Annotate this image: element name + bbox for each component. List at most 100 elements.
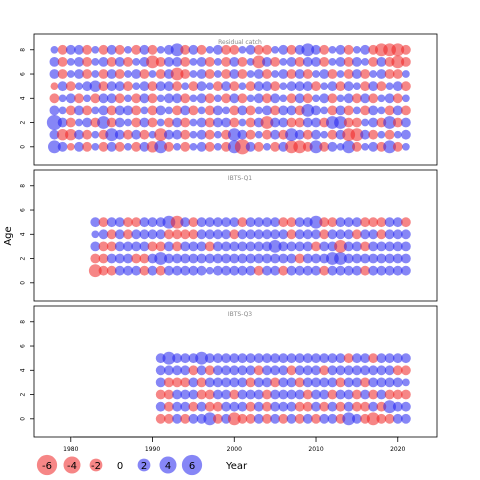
bubble-point bbox=[65, 117, 76, 128]
bubble-point bbox=[376, 217, 387, 228]
bubble-point bbox=[131, 265, 142, 276]
bubble-point bbox=[221, 353, 232, 364]
bubble-point bbox=[319, 141, 330, 152]
bubble-point bbox=[302, 365, 313, 376]
bubble-point bbox=[302, 129, 313, 140]
bubble-point bbox=[245, 365, 256, 376]
bubble-point bbox=[106, 141, 117, 152]
bubble-point bbox=[377, 130, 386, 139]
bubble-point bbox=[327, 365, 338, 376]
bubble-point bbox=[262, 265, 272, 276]
bubble-point bbox=[286, 229, 297, 240]
bubble-point bbox=[311, 105, 321, 116]
bubble-point bbox=[286, 117, 297, 128]
bubble-point bbox=[172, 241, 183, 252]
bubble-point bbox=[91, 130, 100, 139]
bubble-point bbox=[229, 253, 240, 264]
bubble-point bbox=[65, 105, 76, 116]
bubble-point bbox=[213, 241, 223, 252]
bubble-point bbox=[124, 70, 132, 78]
bubble-point bbox=[204, 129, 215, 140]
y-tick-label: 8 bbox=[20, 184, 27, 188]
bubble-point bbox=[237, 365, 248, 376]
bubble-point bbox=[106, 69, 117, 79]
bubble-point bbox=[75, 82, 83, 91]
bubble-point bbox=[82, 141, 92, 152]
bubble-point bbox=[139, 217, 150, 228]
bubble-point bbox=[172, 117, 183, 128]
legend-bubble bbox=[36, 454, 58, 476]
bubble-point bbox=[114, 105, 125, 116]
bubble-point bbox=[343, 69, 354, 79]
bubble-point bbox=[401, 105, 411, 116]
bubble-point bbox=[384, 365, 395, 376]
bubble-point bbox=[334, 240, 347, 253]
bubble-point bbox=[384, 129, 395, 140]
bubble-point bbox=[393, 130, 402, 139]
bubble-point bbox=[253, 413, 264, 424]
bubble-point bbox=[262, 81, 272, 92]
bubble-point bbox=[253, 217, 264, 228]
bubble-point bbox=[196, 253, 207, 264]
bubble-point bbox=[352, 93, 362, 104]
bubble-point bbox=[98, 44, 109, 55]
bubble-point bbox=[294, 81, 305, 92]
bubble-point bbox=[204, 401, 215, 412]
panel-title-residual-catch: Residual catch bbox=[218, 39, 262, 46]
bubble-point bbox=[180, 44, 191, 55]
bubble-point bbox=[352, 401, 362, 412]
bubble-point bbox=[368, 129, 379, 140]
bubble-point bbox=[49, 105, 60, 116]
bubble-point bbox=[173, 142, 181, 151]
bubble-point bbox=[131, 253, 142, 264]
bubble-point bbox=[353, 106, 361, 115]
bubble-point bbox=[188, 229, 199, 240]
bubble-point bbox=[164, 377, 174, 388]
bubble-point bbox=[262, 129, 272, 140]
bubble-point bbox=[237, 217, 248, 228]
bubble-point bbox=[335, 389, 346, 400]
bubble-point bbox=[319, 93, 330, 104]
bubble-point bbox=[180, 93, 191, 104]
bubble-point bbox=[252, 55, 266, 69]
bubble-point bbox=[139, 93, 150, 104]
bubble-point bbox=[334, 116, 347, 129]
bubble-point bbox=[213, 105, 223, 116]
bubble-point bbox=[402, 378, 410, 387]
bubble-point bbox=[270, 353, 280, 364]
bubble-point bbox=[384, 217, 395, 228]
bubble-point bbox=[189, 58, 198, 66]
legend-label: 4 bbox=[165, 461, 171, 472]
bubble-point bbox=[229, 105, 240, 116]
bubble-point bbox=[286, 401, 297, 412]
legend-label: 0 bbox=[117, 461, 123, 472]
bubble-point bbox=[91, 230, 100, 239]
bubble-point bbox=[278, 253, 289, 264]
bubble-point bbox=[319, 389, 330, 400]
bubble-point bbox=[164, 241, 174, 252]
bubble-point bbox=[195, 351, 208, 365]
bubble-point bbox=[147, 241, 158, 252]
bubble-point bbox=[335, 401, 346, 412]
bubble-point bbox=[294, 117, 305, 128]
bubble-point bbox=[74, 129, 84, 140]
bubble-point bbox=[286, 81, 297, 92]
bubble-point bbox=[376, 81, 387, 92]
bubble-point bbox=[229, 57, 240, 67]
bubble-point bbox=[131, 44, 142, 55]
bubble-point bbox=[106, 217, 117, 228]
bubble-point bbox=[343, 117, 354, 128]
bubble-point bbox=[343, 353, 354, 364]
bubble-point bbox=[170, 67, 184, 81]
bubble-point bbox=[164, 365, 174, 376]
bubble-point bbox=[301, 104, 315, 117]
bubble-point bbox=[271, 70, 279, 78]
bubble-point bbox=[368, 141, 379, 152]
bubble-point bbox=[74, 93, 84, 104]
bubble-point bbox=[188, 265, 199, 276]
bubble-point bbox=[123, 265, 133, 276]
bubble-point bbox=[294, 229, 305, 240]
bubble-point bbox=[319, 69, 330, 79]
bubble-point bbox=[360, 377, 370, 388]
y-tick-label: 8 bbox=[20, 48, 27, 52]
